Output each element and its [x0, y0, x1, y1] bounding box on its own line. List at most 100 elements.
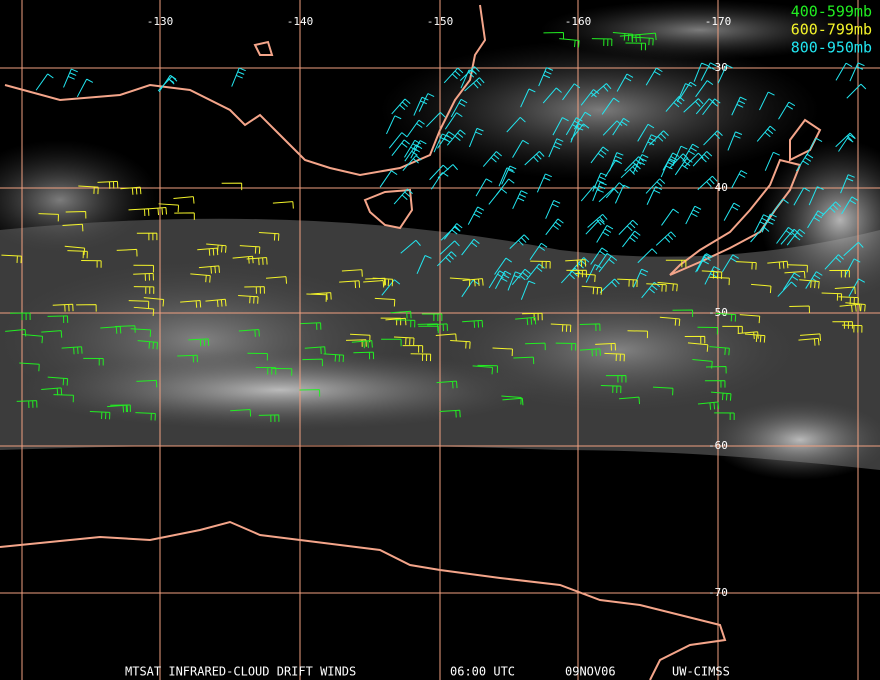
wind-barb [443, 223, 463, 240]
wind-barb [555, 342, 577, 351]
wind-barb [659, 316, 681, 326]
wind-barb [400, 239, 421, 254]
wind-barb [133, 264, 154, 273]
wind-barb [722, 325, 743, 334]
wind-barb [477, 364, 498, 373]
wind-barb [848, 278, 866, 297]
wind-barb [62, 223, 84, 232]
longitude-label: -130 [147, 15, 174, 28]
wind-barb [570, 123, 590, 140]
wind-barb [618, 219, 639, 235]
wind-barb [538, 67, 554, 87]
wind-barb [475, 178, 493, 197]
wind-barb [462, 278, 484, 287]
wind-barb [731, 96, 747, 116]
wind-barb [515, 316, 537, 326]
wind-barb [731, 170, 748, 189]
wind-barb [246, 257, 268, 266]
wind-barb [426, 111, 446, 128]
wind-barb [693, 62, 709, 82]
wind-barb [65, 211, 87, 219]
wind-barb [605, 375, 627, 383]
wind-barb [744, 333, 766, 343]
wind-barb [393, 336, 415, 346]
wind-barb [461, 279, 480, 298]
wind-barb [258, 231, 280, 241]
wind-barb [498, 167, 514, 187]
wind-barb [592, 172, 608, 192]
wind-barb [78, 185, 99, 195]
wind-barb [751, 283, 772, 294]
wind-barb [81, 260, 102, 268]
wind-barb [300, 322, 322, 330]
wind-barb [238, 329, 260, 337]
wind-barb [665, 96, 685, 112]
wind-barb [404, 139, 422, 158]
wind-barb [592, 181, 607, 202]
wind-barb [840, 174, 855, 194]
wind-barb [637, 123, 655, 142]
wind-barb [602, 120, 623, 136]
wind-barb [255, 366, 277, 375]
wind-barb [133, 286, 155, 294]
wind-barb [695, 80, 714, 98]
wind-barb [618, 396, 641, 405]
wind-barb [714, 412, 735, 420]
wind-barb [413, 96, 429, 116]
wind-barb [529, 242, 548, 261]
wind-barb [230, 409, 252, 417]
wind-barb [717, 64, 734, 84]
wind-barb [444, 112, 463, 130]
wind-barb [379, 170, 398, 188]
wind-barb [272, 201, 294, 209]
wind-barb [612, 117, 630, 136]
wind-barb [721, 254, 740, 273]
legend-entry: 600-799mb [791, 21, 872, 39]
wind-barb [509, 234, 530, 250]
wind-barb [599, 278, 620, 294]
wind-barb [492, 347, 513, 357]
wind-barb [83, 357, 104, 366]
wind-barb [417, 323, 439, 331]
wind-barb [429, 164, 449, 181]
wind-barb [462, 319, 484, 328]
wind-barb [133, 306, 155, 316]
wind-barb [439, 240, 460, 255]
wind-barb [565, 259, 587, 268]
wind-barb [709, 276, 730, 286]
wind-barb [676, 83, 693, 103]
wind-barb [778, 101, 796, 120]
wind-barb [672, 309, 694, 317]
wind-barb [393, 188, 413, 205]
wind-barb [446, 129, 466, 146]
wind-barb [16, 400, 38, 408]
wind-barb [625, 42, 646, 51]
wind-barb [63, 68, 78, 88]
wind-barb [231, 67, 246, 87]
wind-barb [559, 38, 580, 48]
wind-barb [845, 302, 866, 312]
wind-barb [76, 78, 94, 98]
wind-barb [385, 317, 407, 326]
wind-barb [310, 292, 332, 300]
latitude-label: -50 [708, 306, 728, 319]
wind-barb [723, 202, 741, 221]
wind-barb [205, 298, 227, 308]
wind-barb [637, 248, 658, 264]
wind-barb [646, 186, 663, 205]
latitude-label: -60 [708, 439, 728, 452]
wind-barb [390, 310, 412, 319]
wind-barb [633, 268, 649, 288]
wind-barb [128, 300, 150, 309]
wind-barb [341, 269, 363, 277]
wind-barb [61, 346, 83, 355]
wind-barb [700, 62, 717, 81]
footer-text: 06:00 UTC [450, 665, 515, 679]
wind-barb [622, 230, 641, 248]
wind-barb [188, 338, 210, 347]
wind-barb [704, 380, 726, 388]
wind-barb [657, 281, 678, 292]
wind-barb [786, 228, 806, 246]
wind-barb [715, 312, 737, 322]
